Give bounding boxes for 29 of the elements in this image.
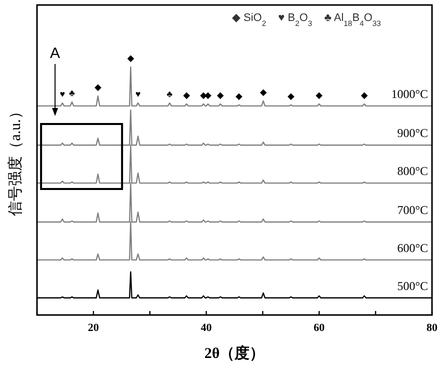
y-axis-title: 信号强度（a.u.）: [7, 104, 24, 216]
series-label: 900°C: [397, 126, 428, 140]
annotation: ◆: [216, 90, 224, 100]
annotation: ◆: [127, 53, 134, 63]
x-tick-label: 60: [314, 322, 326, 334]
annotation: ♣: [69, 88, 76, 98]
x-tick-label: 20: [88, 322, 100, 334]
annotation: ♣: [166, 88, 173, 99]
series-label: 600°C: [397, 240, 428, 255]
annotation: ◆: [287, 90, 294, 101]
series-label: 1000°C: [391, 86, 428, 101]
text: A: [50, 45, 60, 62]
annotation: ◆: [360, 90, 368, 100]
series-label: 700°C: [397, 203, 428, 217]
series-label: 500°C: [397, 278, 428, 293]
annotation: ◆: [260, 86, 267, 97]
annotation: ◆: [183, 90, 190, 100]
annotation: ◆: [316, 90, 323, 100]
series-label: 800°C: [397, 164, 428, 178]
annotation: ◆: [236, 90, 243, 101]
x-axis-title: 2θ（度）: [204, 344, 265, 362]
x-tick-label: 80: [426, 322, 438, 334]
annotation: ♥: [135, 88, 141, 99]
x-tick-label: 40: [200, 322, 212, 334]
annotation: ◆: [94, 82, 102, 92]
text: ♥ B$_{2}$O$_{3}$: [278, 12, 312, 28]
text: ◆ SiO$_{2}$: [232, 12, 266, 28]
text: ♣ Al$_{18}$B$_{4}$O$_{33}$: [324, 12, 381, 28]
annotation: ♥: [60, 88, 66, 99]
